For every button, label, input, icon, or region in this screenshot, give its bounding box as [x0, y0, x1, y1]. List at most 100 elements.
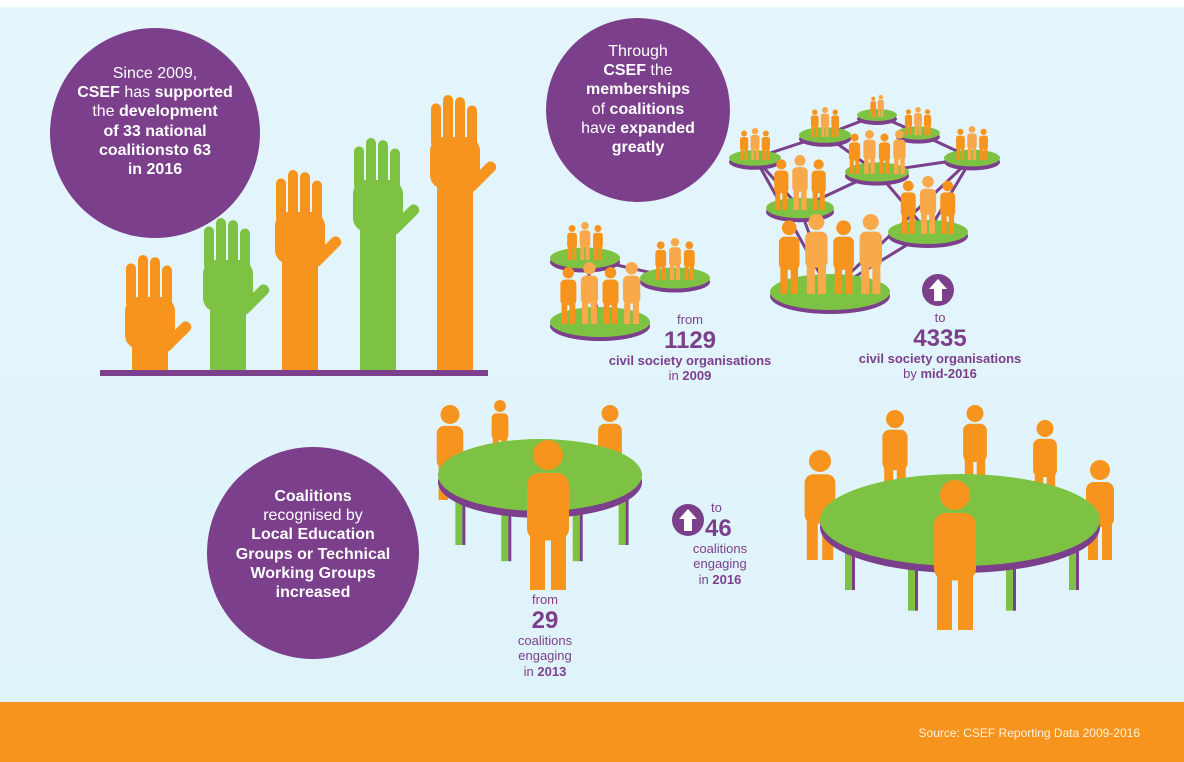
head: [922, 176, 934, 188]
stat-to-2016: to 4335 civil society organisations by m…: [845, 310, 1035, 382]
leg: [937, 570, 952, 630]
leg: [780, 265, 787, 294]
label: coalitions: [665, 541, 775, 557]
hand: [203, 218, 271, 372]
head: [594, 225, 601, 232]
seg: Groups or Technical: [236, 546, 390, 563]
leg: [850, 158, 854, 174]
leg: [900, 156, 904, 174]
seg: Local Education: [251, 526, 375, 543]
leg: [836, 126, 839, 137]
hand: [430, 95, 498, 372]
head: [879, 95, 883, 99]
line: have expanded: [548, 119, 728, 138]
when: in 2016: [665, 572, 775, 588]
leg: [818, 262, 826, 294]
leg: [762, 148, 765, 160]
seg: increased: [276, 584, 351, 601]
leg: [685, 265, 689, 280]
disc: [944, 150, 1000, 167]
source: Source: CSEF Reporting Data 2009-2016: [919, 726, 1140, 740]
hand: [353, 138, 421, 372]
head: [925, 109, 930, 114]
leg: [551, 530, 566, 590]
head: [812, 109, 818, 115]
leg: [871, 109, 873, 117]
head: [871, 97, 875, 101]
leg: [864, 156, 868, 174]
line: Groups or Technical: [208, 545, 418, 564]
head: [741, 131, 747, 137]
seg: Since 2009,: [113, 65, 198, 82]
leg: [594, 246, 597, 260]
leg: [580, 245, 584, 260]
leg: [586, 245, 590, 260]
head: [605, 267, 616, 278]
leg: [807, 516, 818, 560]
head: [441, 405, 460, 424]
line: Since 2009,: [55, 64, 255, 83]
head: [776, 159, 786, 169]
leg: [821, 125, 824, 137]
leg: [909, 125, 912, 135]
leg: [826, 125, 829, 137]
leg: [591, 299, 597, 324]
seg: in: [699, 572, 713, 587]
footer: Source: CSEF Reporting Data 2009-2016: [0, 702, 1184, 762]
seg: have: [581, 120, 620, 137]
head: [822, 107, 828, 113]
leg: [807, 262, 815, 294]
stat-to-2016-coalitions: to 46 coalitions engaging in 2016: [665, 500, 775, 588]
line: Local Education: [208, 525, 418, 544]
leg: [582, 299, 588, 324]
leg: [815, 126, 818, 137]
seg: Working Groups: [250, 565, 375, 582]
label: engaging: [665, 556, 775, 572]
head: [583, 262, 595, 274]
seg: 2016: [712, 572, 741, 587]
leg: [870, 156, 874, 174]
seg: coalitionsto 63: [99, 142, 211, 159]
head: [942, 181, 953, 192]
head: [533, 440, 563, 470]
leg: [775, 190, 780, 210]
leg: [1102, 520, 1112, 560]
head: [657, 241, 665, 249]
seg: development: [119, 103, 218, 120]
seg: the: [92, 103, 119, 120]
leg: [919, 124, 922, 135]
line: CSEF has supported: [55, 83, 255, 102]
head: [906, 109, 911, 114]
lead: from: [600, 312, 780, 328]
head: [903, 181, 914, 192]
leg: [894, 156, 898, 174]
leg: [885, 158, 889, 174]
seg: expanded: [620, 120, 695, 137]
when: in 2009: [600, 368, 780, 384]
line: coalitionsto 63: [55, 141, 255, 160]
leg: [573, 246, 576, 260]
leg: [880, 158, 884, 174]
number: 29: [505, 608, 585, 633]
line: of 33 national: [55, 122, 255, 141]
leg: [756, 147, 759, 160]
head: [581, 222, 589, 230]
seg: the: [646, 62, 673, 79]
line: Working Groups: [208, 564, 418, 583]
leg: [793, 188, 799, 210]
leg: [855, 158, 859, 174]
line: memberships: [548, 80, 728, 99]
head: [814, 159, 824, 169]
seg: recognised by: [263, 507, 363, 524]
forearm: [132, 337, 168, 372]
leg: [928, 125, 931, 135]
head: [980, 129, 986, 135]
head: [625, 262, 637, 274]
leg: [745, 148, 748, 160]
forearm: [210, 300, 246, 372]
head: [880, 134, 888, 142]
disc: [799, 127, 851, 143]
leg: [835, 265, 842, 294]
leg: [915, 124, 918, 135]
line: Through: [548, 42, 728, 61]
